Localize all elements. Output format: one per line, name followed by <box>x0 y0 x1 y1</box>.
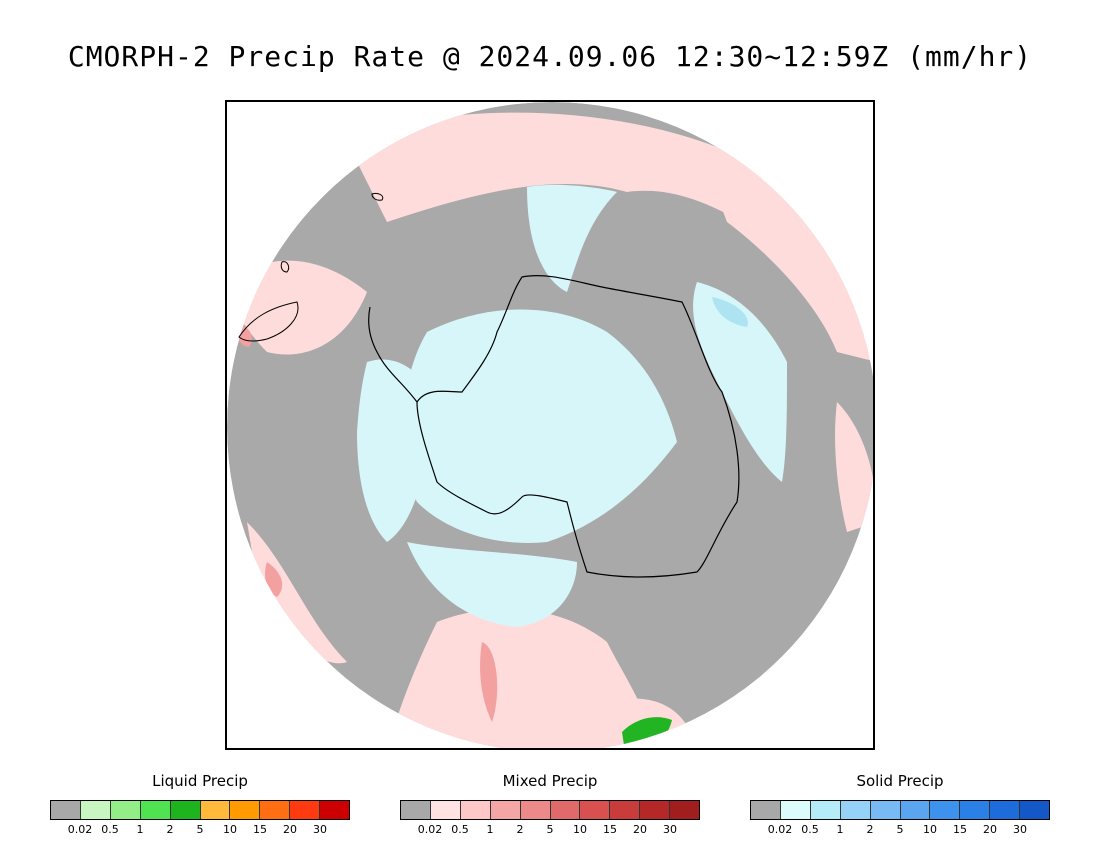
antarctic-peninsula <box>368 306 418 403</box>
legend-title: Solid Precip <box>856 772 944 790</box>
legend-tick-label: 0.02 <box>767 823 793 836</box>
legend-swatch <box>580 801 611 819</box>
legend-colorbar <box>400 800 700 820</box>
solid-precip-region-south <box>407 542 577 627</box>
legend-tick-label: 10 <box>573 823 587 836</box>
legend-tick-label: 0.5 <box>451 823 469 836</box>
legend-swatch <box>401 801 431 819</box>
legend-tick-label: 30 <box>1013 823 1027 836</box>
legend-tick-label: 5 <box>546 823 554 836</box>
legend-swatch <box>550 801 581 819</box>
legend-ticks: 0.02 0.5 1 2 5 10 15 20 30 <box>400 823 700 837</box>
legend-tick-label: 30 <box>663 823 677 836</box>
legend-tick-label: 5 <box>196 823 204 836</box>
solid-precip-region-east <box>693 282 787 482</box>
legend-swatch <box>290 801 321 819</box>
legend-swatch <box>320 801 350 819</box>
legend-tick-label: 1 <box>836 823 844 836</box>
legend-swatch <box>430 801 461 819</box>
mixed-precip-region-north <box>347 112 807 252</box>
liquid-precip-light <box>426 729 438 743</box>
antarctica-coastline <box>416 275 740 578</box>
legend-tick-label: 0.5 <box>801 823 819 836</box>
legend-swatch <box>840 801 871 819</box>
legend-tick-label: 0.02 <box>417 823 443 836</box>
legend-tick-label: 10 <box>223 823 237 836</box>
page-title: CMORPH-2 Precip Rate @ 2024.09.06 12:30~… <box>67 40 1033 73</box>
legend-swatch <box>640 801 671 819</box>
south-america-tip <box>238 301 299 342</box>
legend-tick-label: 0.5 <box>101 823 119 836</box>
legend-tick-label: 15 <box>953 823 967 836</box>
legend-swatch <box>670 801 700 819</box>
legend-swatch <box>490 801 521 819</box>
legend-solid-precip: Solid Precip 0.02 0.5 1 2 5 10 15 20 30 <box>750 770 1050 840</box>
legend-tick-label: 5 <box>896 823 904 836</box>
legend-tick-label: 1 <box>486 823 494 836</box>
legend-swatch <box>170 801 201 819</box>
legend-swatch <box>780 801 811 819</box>
legend-tick-label: 30 <box>313 823 327 836</box>
legend-swatch <box>110 801 141 819</box>
legend-tick-label: 0.02 <box>67 823 93 836</box>
legend-liquid-precip: Liquid Precip 0.02 0.5 1 2 5 10 15 20 30 <box>50 770 350 840</box>
legend-tick-label: 2 <box>166 823 174 836</box>
mixed-precip-region-south <box>387 608 649 748</box>
legend-swatch <box>870 801 901 819</box>
legend-swatch <box>230 801 261 819</box>
mixed-precip-region-west <box>227 260 367 355</box>
legend-tick-label: 2 <box>516 823 524 836</box>
island-north <box>371 193 384 201</box>
precip-field <box>227 102 873 748</box>
island-west <box>280 261 290 273</box>
legend-colorbar <box>750 800 1050 820</box>
map-svg <box>227 102 873 748</box>
legend-tick-label: 20 <box>983 823 997 836</box>
legend-ticks: 0.02 0.5 1 2 5 10 15 20 30 <box>50 823 350 837</box>
legend-tick-label: 15 <box>603 823 617 836</box>
legend-tick-label: 15 <box>253 823 267 836</box>
legend-title: Liquid Precip <box>152 772 248 790</box>
polar-precip-map <box>225 100 875 750</box>
coastline-group <box>238 193 740 578</box>
legend-swatch <box>520 801 551 819</box>
legend-swatch <box>200 801 231 819</box>
legend-swatch <box>610 801 641 819</box>
legend-swatch <box>990 801 1021 819</box>
legend-title: Mixed Precip <box>502 772 598 790</box>
legend-tick-label: 1 <box>136 823 144 836</box>
legend-colorbar <box>50 800 350 820</box>
legend-swatch <box>930 801 961 819</box>
solid-precip-region-interior <box>403 309 677 543</box>
legend-swatch <box>51 801 81 819</box>
legend-mixed-precip: Mixed Precip 0.02 0.5 1 2 5 10 15 20 30 <box>400 770 700 840</box>
legend-swatch <box>460 801 491 819</box>
mixed-precip-region-southwest <box>247 522 347 664</box>
legend-swatch <box>900 801 931 819</box>
legend-swatch <box>260 801 291 819</box>
mixed-precip-mid-south <box>480 642 498 722</box>
legend-swatch <box>1020 801 1050 819</box>
legend-tick-label: 10 <box>923 823 937 836</box>
legend-tick-label: 20 <box>283 823 297 836</box>
legend-swatch <box>140 801 171 819</box>
legend-swatch <box>80 801 111 819</box>
mixed-precip-region-northeast <box>697 142 873 362</box>
solid-precip-region-north <box>527 184 617 292</box>
legend-tick-label: 2 <box>866 823 874 836</box>
mixed-precip-region-east <box>835 402 873 532</box>
solid-precip-mid-east <box>712 297 748 327</box>
legend-swatch <box>751 801 781 819</box>
legend-swatch <box>960 801 991 819</box>
legend-swatch <box>810 801 841 819</box>
legend-ticks: 0.02 0.5 1 2 5 10 15 20 30 <box>750 823 1050 837</box>
legend-tick-label: 20 <box>633 823 647 836</box>
